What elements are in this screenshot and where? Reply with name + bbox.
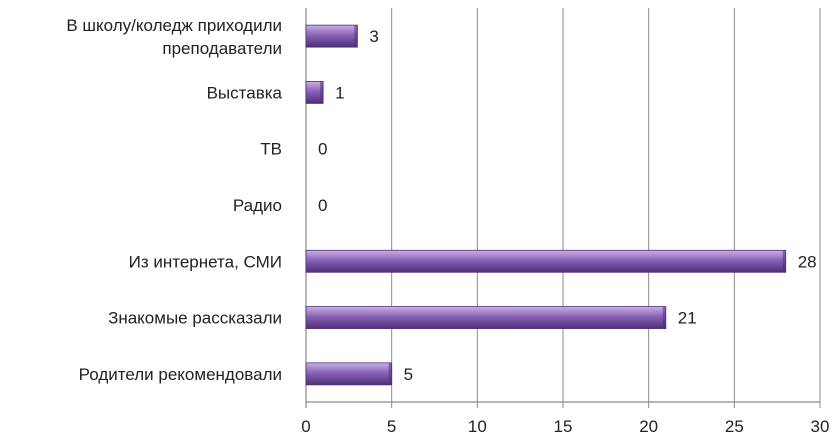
bar <box>305 24 358 48</box>
bar <box>305 362 393 386</box>
data-label: 1 <box>335 83 344 102</box>
x-tick-label: 5 <box>387 417 396 436</box>
bar-end-shade <box>354 25 358 48</box>
x-tick-label: 10 <box>468 417 487 436</box>
bar-end-shade <box>662 306 666 329</box>
bar-end-shade <box>320 81 324 104</box>
data-label: 3 <box>369 27 378 46</box>
data-label: 0 <box>318 140 327 159</box>
bar <box>305 249 787 273</box>
bars <box>305 24 787 386</box>
data-label: 21 <box>678 309 697 328</box>
data-label: 5 <box>404 365 413 384</box>
x-axis-ticks: 0 5 10 15 20 25 30 <box>301 417 829 436</box>
x-tick-label: 25 <box>725 417 744 436</box>
category-labels: В школу/коледж приходили преподаватели Выс… <box>66 16 282 384</box>
data-label: 0 <box>318 196 327 215</box>
value-labels: 3 1 0 0 28 21 5 <box>318 27 817 384</box>
gridlines <box>305 8 821 408</box>
category-label: Радио <box>233 196 282 215</box>
bar-end-shade <box>782 250 786 273</box>
category-label: Родители рекомендовали <box>79 365 282 384</box>
category-label: Выставка <box>207 83 283 102</box>
x-tick-label: 0 <box>301 417 310 436</box>
category-label: ТВ <box>260 140 282 159</box>
category-label: Из интернета, СМИ <box>129 252 282 271</box>
data-label: 28 <box>798 252 817 271</box>
category-label: Знакомые рассказали <box>108 309 282 328</box>
bar <box>305 306 667 329</box>
bar-end-shade <box>388 362 392 385</box>
x-tick-label: 20 <box>639 417 658 436</box>
x-tick-label: 30 <box>811 417 830 436</box>
x-tick-label: 15 <box>554 417 573 436</box>
category-label: В школу/коледж приходили преподаватели <box>66 16 282 58</box>
